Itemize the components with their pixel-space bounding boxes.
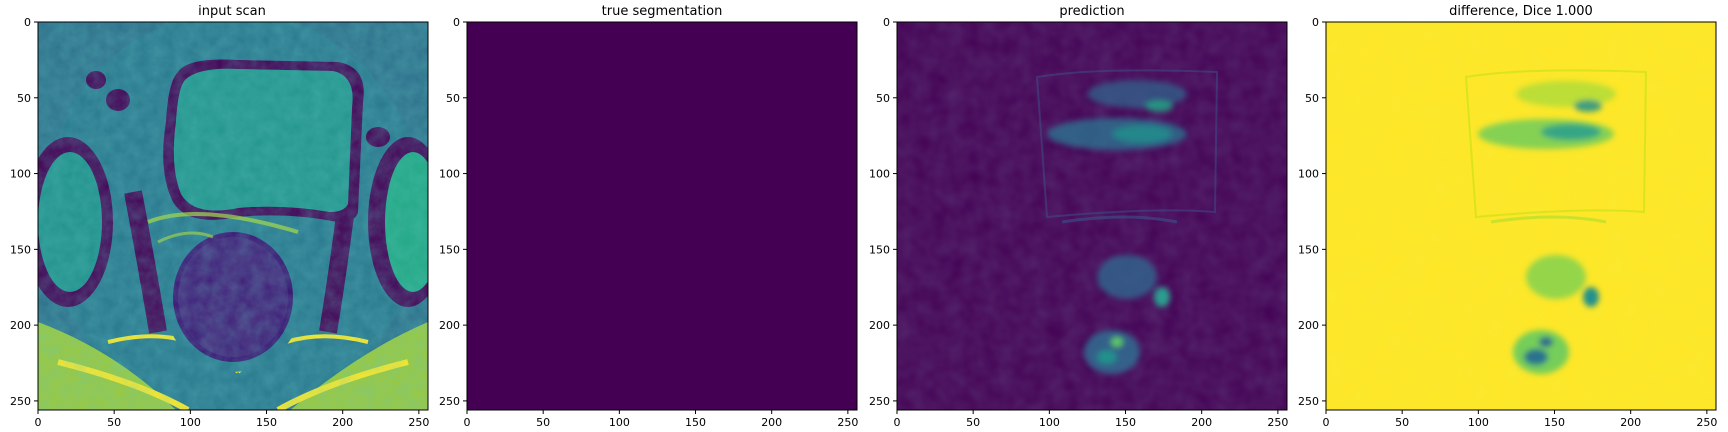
axes-frame [37, 21, 429, 411]
x-tick-label: 100 [1039, 416, 1060, 429]
y-tick-label: 50 [876, 92, 890, 105]
panel-title: true segmentation [602, 4, 723, 19]
panel-title: difference, Dice 1.000 [1449, 4, 1593, 19]
y-tick-label: 200 [869, 319, 890, 332]
x-tick-label: 250 [837, 416, 858, 429]
x-tick-label: 250 [1696, 416, 1717, 429]
x-tick-label: 150 [685, 416, 706, 429]
x-tick-label: 200 [1620, 416, 1641, 429]
y-tick-label: 100 [10, 168, 31, 181]
x-tick-label: 50 [1395, 416, 1409, 429]
x-tick-label: 150 [1544, 416, 1565, 429]
axis-ticks: 0 0 50 50 100 100 150 150 200 200 250 250 0 0 50 50 100 1… [10, 16, 1717, 429]
y-tick-label: 0 [1312, 16, 1319, 29]
x-tick-label: 250 [408, 416, 429, 429]
y-tick-label: 0 [453, 16, 460, 29]
x-tick-label: 0 [1323, 416, 1330, 429]
prediction-image [897, 22, 1287, 410]
y-tick-label: 250 [10, 395, 31, 408]
y-tick-label: 150 [869, 243, 890, 256]
y-tick-label: 50 [1305, 92, 1319, 105]
y-tick-label: 100 [869, 168, 890, 181]
axes-frame [1325, 21, 1717, 411]
y-tick-label: 150 [10, 243, 31, 256]
panel-true-segmentation: true segmentation [466, 4, 858, 411]
x-tick-label: 250 [1267, 416, 1288, 429]
axes-frame [466, 21, 858, 411]
x-tick-label: 0 [894, 416, 901, 429]
y-tick-label: 250 [1298, 395, 1319, 408]
true-segmentation-image [467, 22, 857, 410]
y-tick-label: 100 [1298, 168, 1319, 181]
panel-title: prediction [1059, 4, 1124, 19]
y-tick-label: 200 [1298, 319, 1319, 332]
input-scan-image [38, 22, 428, 410]
panel-prediction: prediction [896, 4, 1288, 411]
axes-frame [896, 21, 1288, 411]
x-tick-label: 200 [761, 416, 782, 429]
y-tick-label: 0 [883, 16, 890, 29]
x-tick-label: 200 [1191, 416, 1212, 429]
panel-input-scan: input scan [37, 4, 429, 411]
panel-difference: difference, Dice 1.000 [1325, 4, 1717, 411]
x-tick-label: 50 [107, 416, 121, 429]
x-tick-label: 100 [609, 416, 630, 429]
y-tick-label: 50 [17, 92, 31, 105]
y-tick-label: 200 [10, 319, 31, 332]
y-tick-label: 50 [446, 92, 460, 105]
x-tick-label: 150 [1115, 416, 1136, 429]
y-tick-label: 250 [439, 395, 460, 408]
y-tick-label: 100 [439, 168, 460, 181]
panel-title: input scan [198, 4, 266, 19]
x-tick-label: 0 [464, 416, 471, 429]
x-tick-label: 100 [180, 416, 201, 429]
x-tick-label: 50 [966, 416, 980, 429]
y-tick-label: 200 [439, 319, 460, 332]
x-tick-label: 0 [35, 416, 42, 429]
difference-image [1326, 22, 1716, 410]
y-tick-label: 150 [1298, 243, 1319, 256]
x-tick-label: 150 [256, 416, 277, 429]
y-tick-label: 250 [869, 395, 890, 408]
y-tick-label: 0 [24, 16, 31, 29]
x-tick-label: 100 [1468, 416, 1489, 429]
x-tick-label: 200 [332, 416, 353, 429]
x-tick-label: 50 [536, 416, 550, 429]
y-tick-label: 150 [439, 243, 460, 256]
